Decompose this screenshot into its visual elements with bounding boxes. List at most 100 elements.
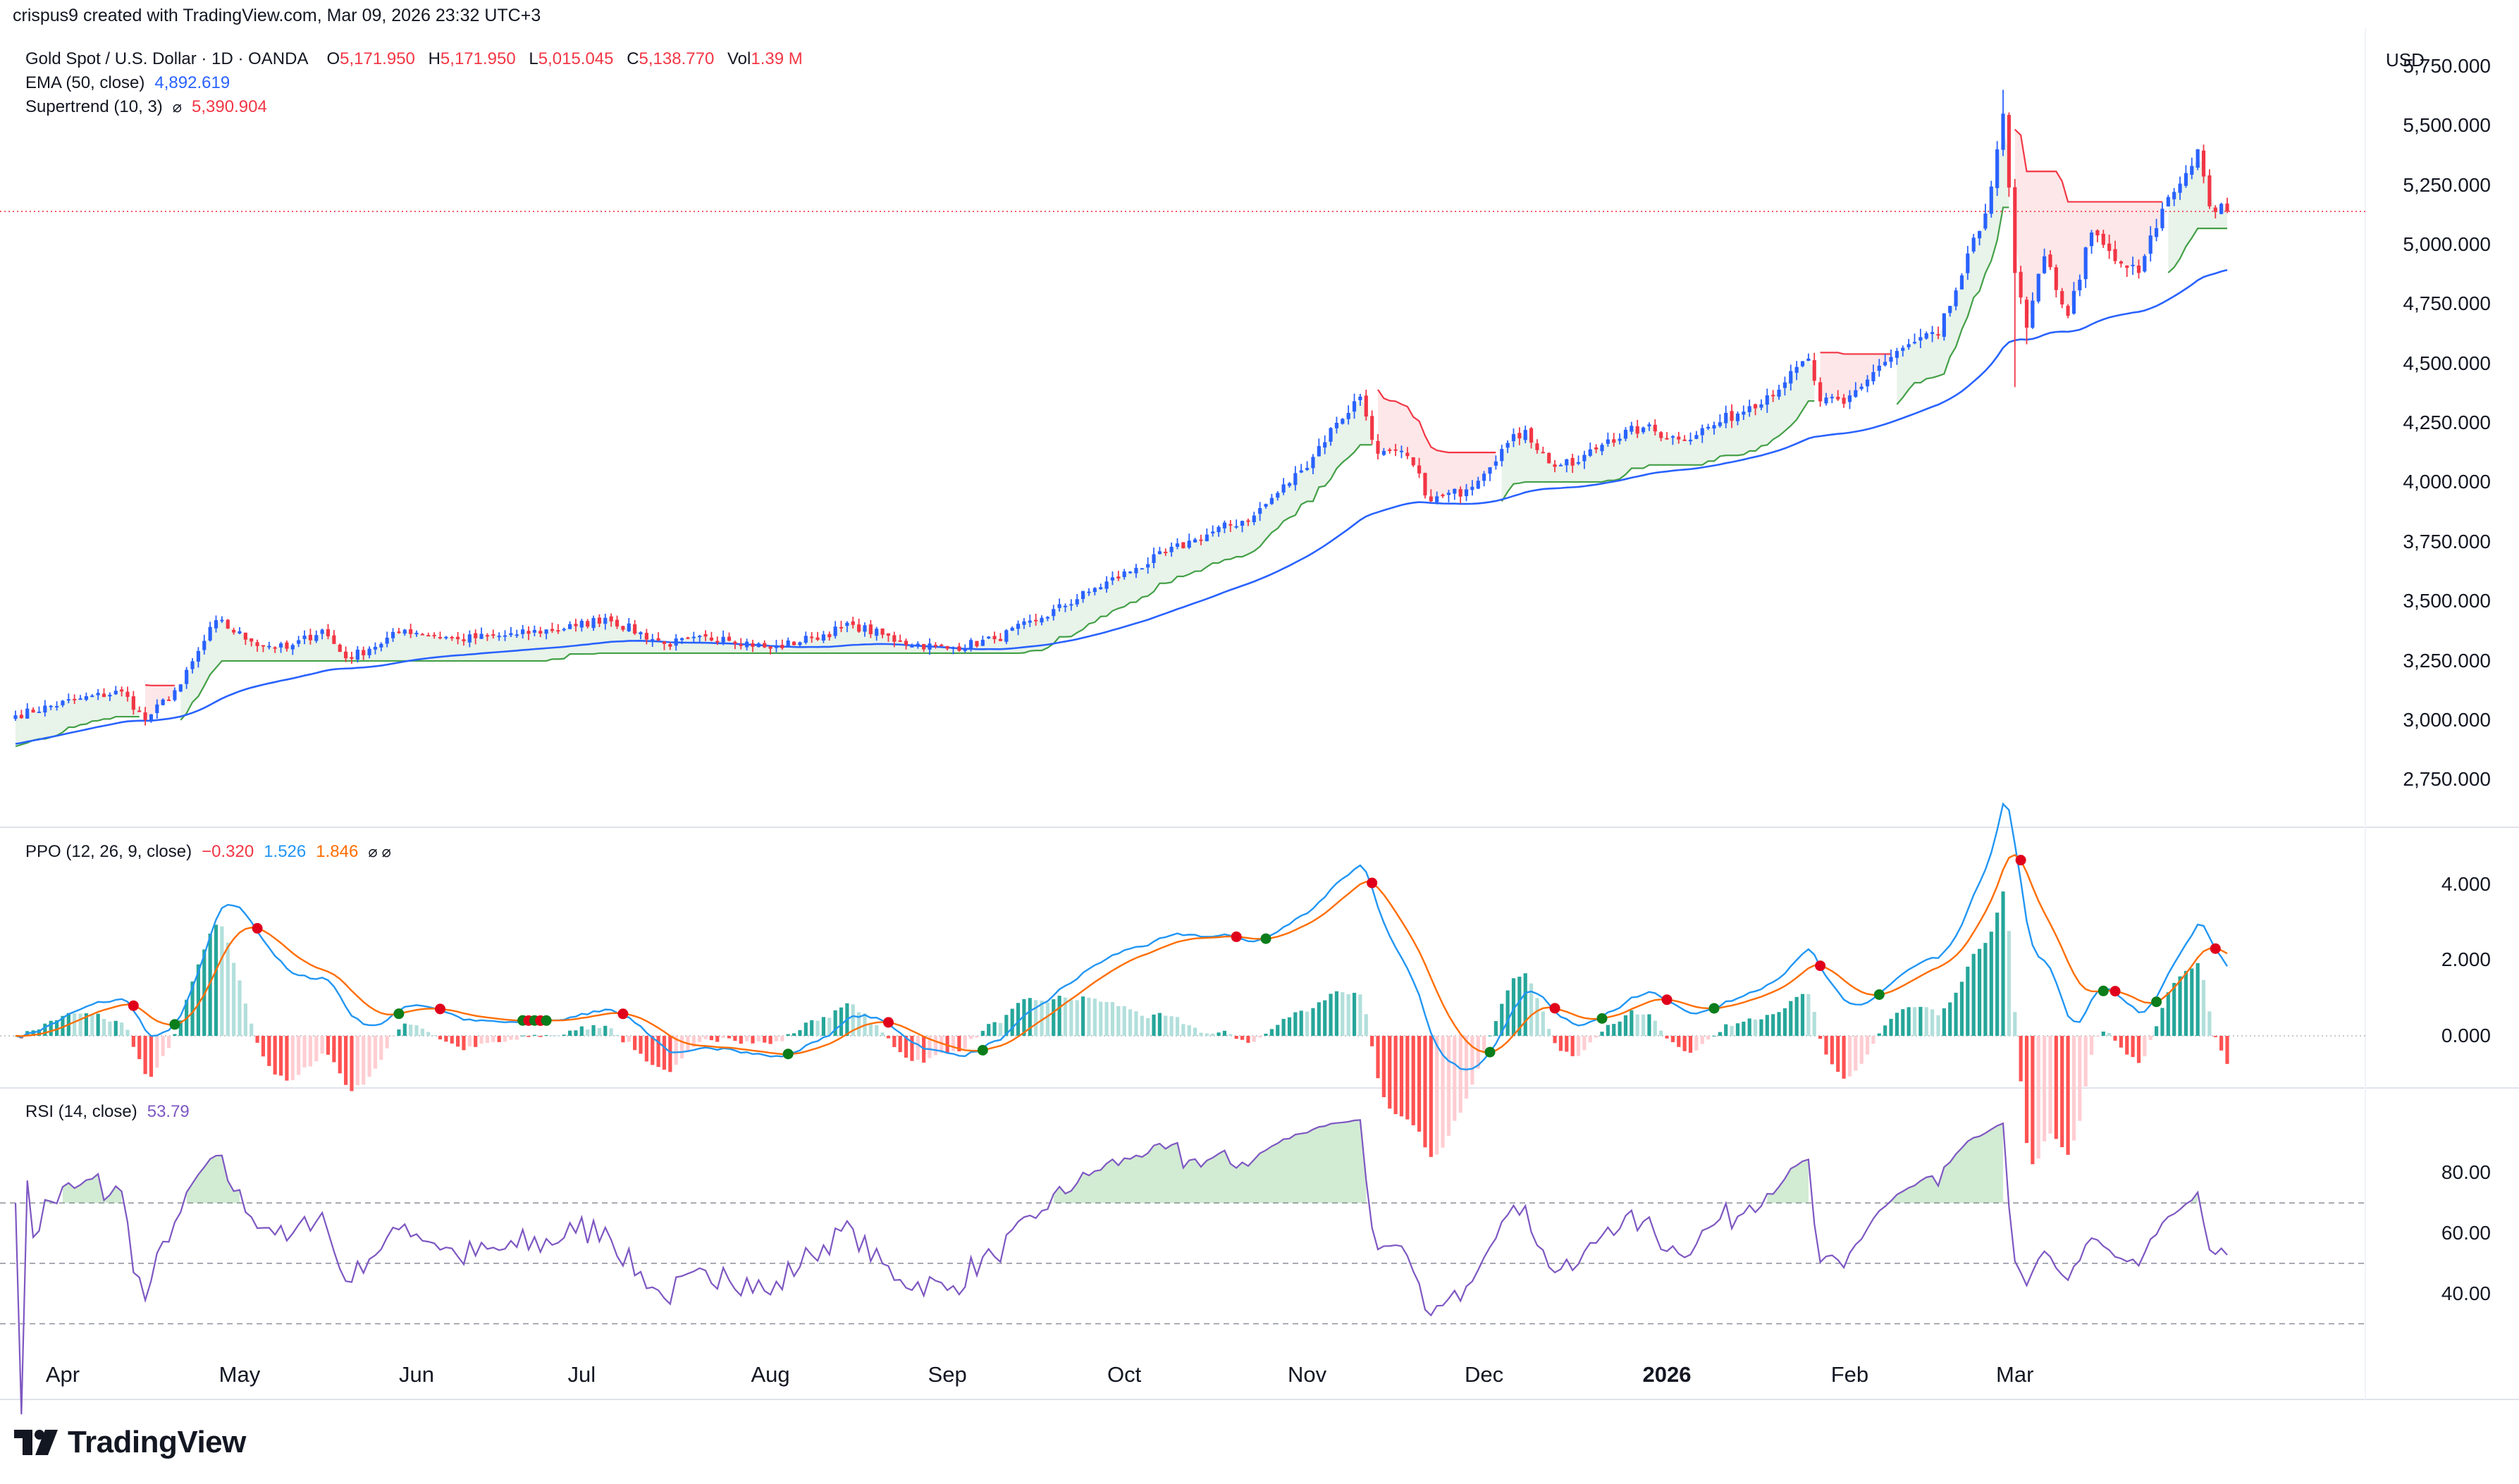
ppo-histogram-bar	[679, 1036, 684, 1058]
candle	[261, 645, 266, 647]
ppo-histogram-bar	[1971, 953, 1976, 1036]
ppo-line	[15, 802, 2229, 1071]
candle	[2054, 267, 2058, 290]
price-tick-label: 5,500.000	[2403, 114, 2491, 137]
candle	[922, 643, 926, 650]
candle	[267, 645, 271, 648]
supertrend-fill	[1897, 131, 2009, 404]
ppo-histogram-bar	[250, 1023, 254, 1036]
candle	[1936, 334, 1940, 336]
ppo-histogram-bar	[1836, 1036, 1840, 1072]
candle	[2043, 256, 2047, 273]
candle	[975, 641, 979, 647]
visibility-off-icon[interactable]: ⌀	[172, 98, 183, 116]
ppo-histogram-bar	[344, 1036, 348, 1085]
candle	[1942, 313, 1946, 337]
ppo-histogram-bar	[810, 1020, 814, 1036]
candle	[2066, 306, 2070, 316]
candle	[639, 632, 643, 635]
candle	[644, 633, 648, 640]
candle	[49, 705, 53, 707]
rsi-legend[interactable]: RSI (14, close) 53.79	[25, 1102, 190, 1121]
candle	[350, 657, 354, 659]
candle	[414, 632, 419, 635]
candle	[1665, 438, 1669, 440]
price-tick-label: 4,250.000	[2403, 412, 2491, 433]
ppo-histogram-bar	[1311, 1008, 1315, 1036]
candle	[2172, 192, 2176, 199]
ppo-histogram-bar	[2143, 1036, 2147, 1056]
ppo-histogram-bar	[574, 1030, 578, 1036]
ppo-histogram-bar	[1081, 996, 1085, 1036]
ppo-histogram-bar	[409, 1025, 413, 1036]
ppo-histogram-bar	[226, 942, 230, 1036]
candle	[25, 708, 30, 719]
candle	[355, 649, 359, 660]
price-tick-label: 3,250.000	[2403, 649, 2491, 672]
tradingview-logo[interactable]: TradingView	[14, 1425, 246, 1460]
candle	[467, 634, 472, 643]
ppo-legend[interactable]: PPO (12, 26, 9, close) −0.320 1.526 1.84…	[25, 842, 391, 861]
candle	[550, 629, 555, 631]
ppo-histogram-bar	[1588, 1036, 1592, 1043]
ema-legend[interactable]: EMA (50, close) 4,892.619	[25, 73, 230, 92]
ppo-histogram-bar	[261, 1036, 266, 1057]
ppo-histogram-bar	[2013, 1012, 2017, 1036]
candle	[1052, 609, 1056, 617]
ppo-histogram-bar	[2178, 976, 2182, 1036]
ppo-histogram-bar	[338, 1036, 342, 1074]
candle	[379, 643, 383, 648]
ppo-histogram-bar	[2190, 968, 2194, 1036]
ppo-histogram-bar	[1794, 996, 1799, 1036]
candle	[845, 622, 849, 626]
ppo-histogram-bar	[1488, 1035, 1492, 1037]
ppo-histogram-bar	[255, 1036, 259, 1043]
ppo-histogram-bar	[438, 1036, 443, 1040]
tradingview-logo-icon	[14, 1430, 58, 1455]
candle	[344, 651, 348, 659]
candle	[302, 636, 307, 639]
ppo-histogram-bar	[880, 1032, 885, 1036]
candle	[1954, 290, 1958, 307]
candle	[385, 637, 389, 644]
candle	[1323, 442, 1327, 448]
ppo-histogram-bar	[1246, 1036, 1250, 1043]
ppo-histogram-bar	[1606, 1025, 1610, 1036]
candle	[1252, 515, 1256, 522]
candle	[1789, 371, 1793, 384]
candle	[763, 643, 767, 648]
candle	[1983, 214, 1988, 229]
ppo-histogram-bar	[1700, 1036, 1704, 1044]
supertrend-legend[interactable]: Supertrend (10, 3) ⌀ 5,390.904	[25, 97, 267, 116]
ppo-histogram-bar	[2148, 1036, 2152, 1040]
ppo-histogram-bar	[1004, 1015, 1009, 1036]
candle	[285, 642, 289, 649]
ppo-histogram-bar	[1453, 1036, 1457, 1121]
ppo-histogram-bar	[1134, 1011, 1138, 1036]
ppo-histogram-bar	[591, 1025, 596, 1036]
supertrend-down-line	[2014, 128, 2162, 203]
candle	[1995, 149, 2000, 188]
candle	[1476, 481, 1480, 489]
ppo-histogram-bar	[1977, 948, 1982, 1036]
ppo-tick-label: 4.000	[2441, 872, 2491, 895]
rsi-overbought-fill	[62, 1173, 122, 1204]
ppo-histogram-bar	[232, 963, 236, 1036]
ppo-histogram-bar	[1028, 998, 1032, 1036]
candle	[1034, 619, 1038, 622]
ppo-bullish-cross-dot	[1596, 1013, 1608, 1024]
candle	[509, 633, 513, 636]
ppo-histogram-bar	[2083, 1036, 2088, 1087]
candle	[456, 636, 460, 640]
visibility-off-icon[interactable]: ⌀ ⌀	[368, 843, 391, 860]
ppo-histogram-bar	[161, 1036, 165, 1056]
candle	[1517, 433, 1522, 439]
rsi-tick-label: 80.00	[2441, 1161, 2491, 1184]
ppo-histogram-bar	[963, 1036, 967, 1049]
candle	[526, 631, 531, 634]
ppo-histogram-bar	[1393, 1036, 1398, 1115]
candle	[1794, 366, 1799, 373]
symbol-legend[interactable]: Gold Spot / U.S. Dollar · 1D · OANDA O5,…	[25, 49, 803, 69]
candle	[1311, 457, 1315, 469]
